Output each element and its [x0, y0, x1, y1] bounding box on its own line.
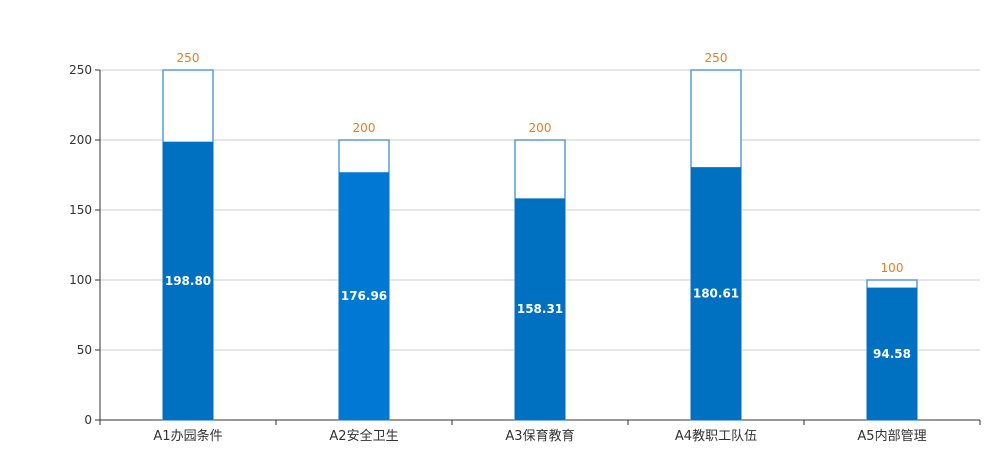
x-axis-ticks: A1办园条件 A2安全卫生 A3保育教育 A4教职工队伍 A5内部管理	[99, 420, 981, 444]
y-tick-label: 50	[77, 343, 92, 357]
bar-value-label: 94.58	[873, 347, 911, 361]
y-tick-label: 150	[69, 203, 92, 217]
bar-value-label: 158.31	[517, 302, 563, 316]
y-tick-label: 200	[69, 133, 92, 147]
bar-value-label: 176.96	[341, 289, 387, 303]
value-bar	[691, 167, 741, 420]
x-category-label: A4教职工队伍	[675, 428, 757, 444]
value-bar	[163, 141, 213, 420]
target-value-label: 200	[529, 121, 552, 135]
x-category-label: A3保育教育	[505, 428, 574, 444]
bar-value-label: 198.80	[165, 274, 211, 288]
bars	[162, 69, 918, 421]
value-bar	[515, 198, 565, 420]
y-axis-ticks: 0 50 100 150 200 250	[69, 63, 100, 427]
target-value-label: 200	[353, 121, 376, 135]
x-category-label: A2安全卫生	[329, 428, 398, 444]
value-bar	[867, 287, 917, 420]
y-tick-label: 0	[84, 413, 92, 427]
target-value-label: 100	[881, 261, 904, 275]
y-tick-label: 100	[69, 273, 92, 287]
x-category-label: A5内部管理	[857, 428, 926, 444]
bar-value-label: 180.61	[693, 287, 739, 301]
y-tick-label: 250	[69, 63, 92, 77]
value-bar	[339, 172, 389, 420]
target-value-label: 250	[177, 51, 200, 65]
target-value-label: 250	[705, 51, 728, 65]
x-category-label: A1办园条件	[153, 428, 222, 444]
data-labels: 250 198.80 200 176.96 200 158.31 250 180.61 100 9…	[165, 51, 911, 361]
